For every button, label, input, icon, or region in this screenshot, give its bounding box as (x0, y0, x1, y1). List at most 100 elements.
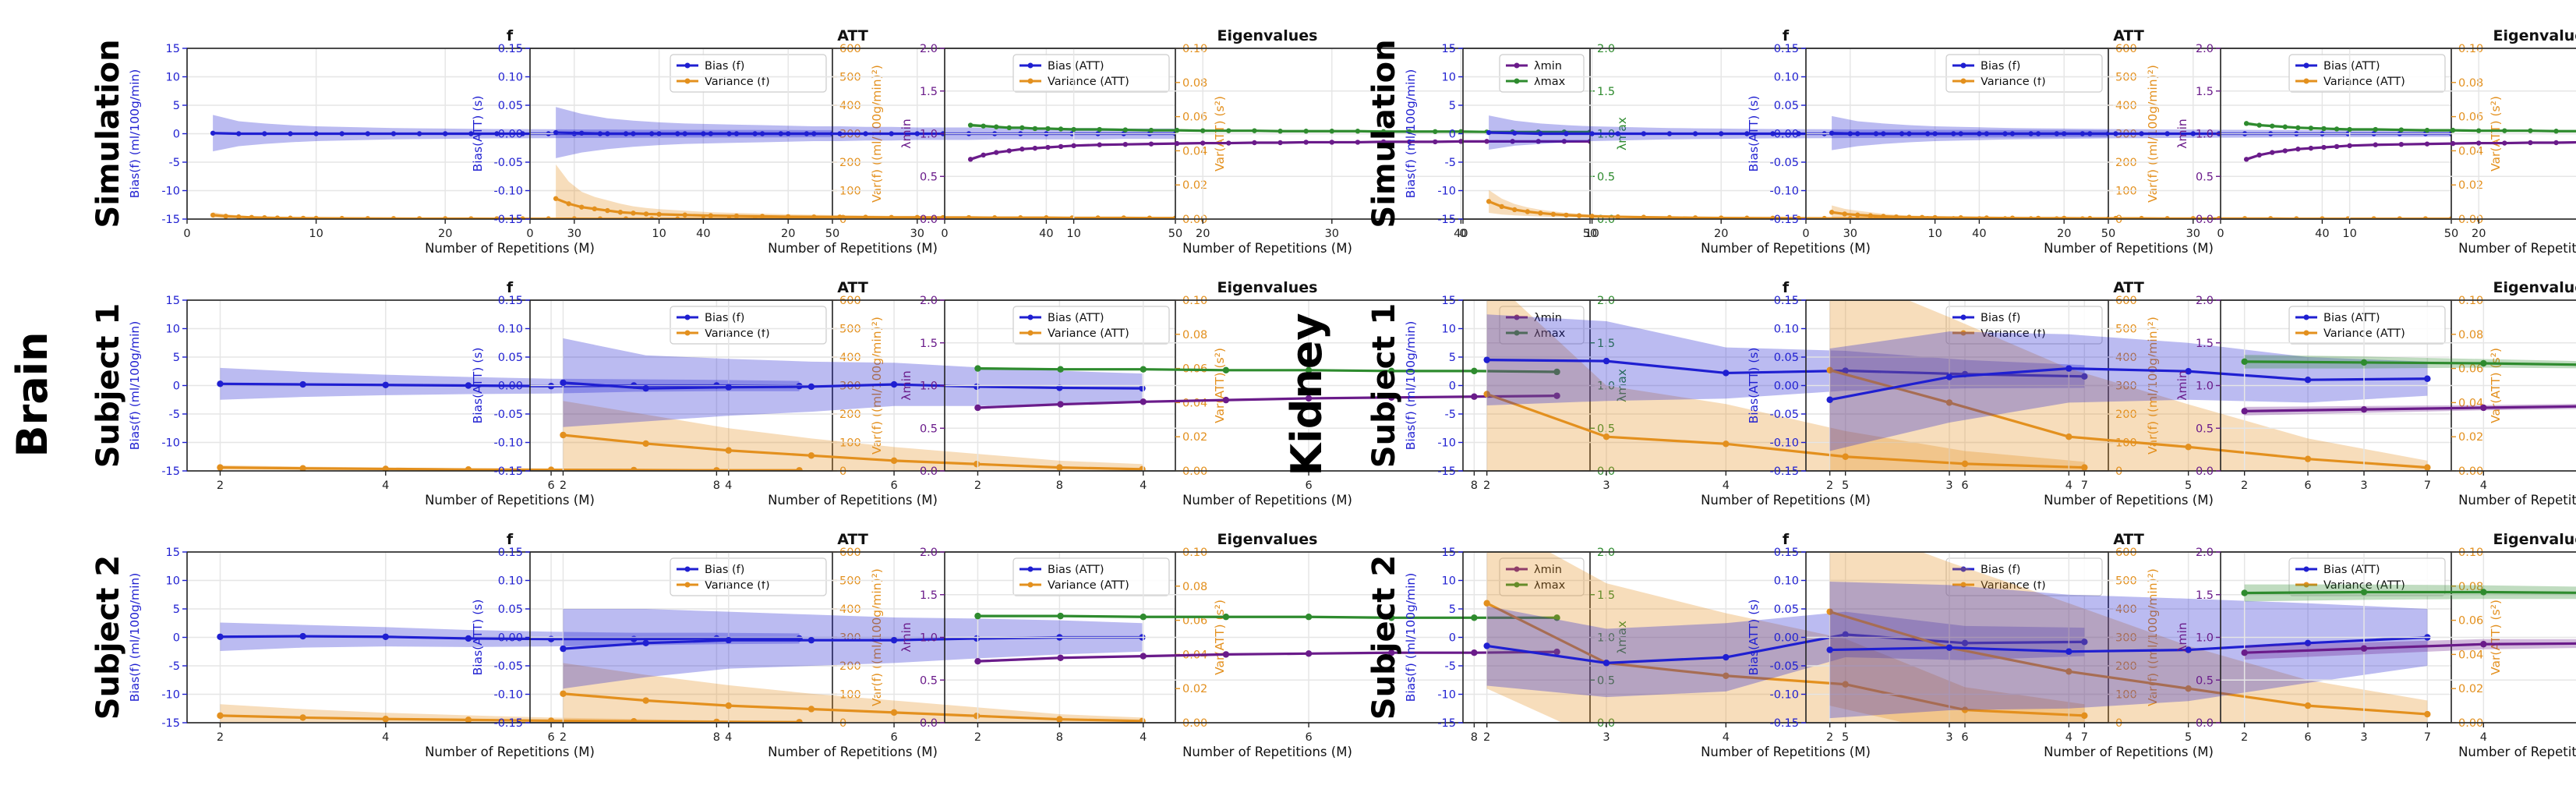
y-left-tick-label: -0.05 (1769, 660, 1799, 673)
lambda-max-point (1388, 367, 1395, 375)
x-tick-label: 6 (2304, 479, 2311, 492)
legend-entry: Variance (ATT) (1048, 76, 1129, 88)
y-left-tick-label: -5 (169, 409, 180, 421)
y-left-tick-label: 5 (173, 352, 180, 364)
lambda-min-line (977, 394, 1557, 409)
y-right-tick-label: 500 (839, 72, 861, 84)
variance-point (648, 216, 655, 219)
y-left-tick-label: 0.5 (2196, 423, 2214, 435)
bias-point (1056, 384, 1063, 391)
variance-point (300, 215, 306, 219)
lambda-max-point (1032, 126, 1038, 132)
variance-confidence-band (1829, 300, 2428, 471)
legend-box (1012, 54, 1170, 93)
variance-point (2062, 215, 2067, 219)
x-tick-label: 2 (1826, 479, 1833, 492)
lambda-min-point (1535, 139, 1541, 144)
y-right-tick-label: 0.00 (1182, 717, 1207, 730)
x-tick-label: 2 (560, 479, 567, 492)
bias-point (390, 131, 397, 136)
lambda-min-point (1226, 140, 1231, 146)
x-tick-label: 30 (1325, 228, 1339, 240)
bias-point (2164, 131, 2170, 136)
y-right-tick-label: 2.0 (1597, 43, 1615, 55)
panel-title: Eigenvalues (1217, 27, 1318, 44)
lambda-max-point (2256, 122, 2262, 128)
bias-point (1589, 131, 1595, 136)
bias-point (631, 131, 636, 136)
lambda-max-line (2244, 590, 2576, 595)
lambda-min-point (1058, 143, 1064, 150)
bias-point (217, 380, 224, 387)
row-label: Subject 2 (1366, 555, 1402, 720)
bias-point (217, 633, 224, 640)
bias-point (890, 636, 898, 644)
bias-point (299, 632, 306, 640)
variance-point (1719, 215, 1724, 219)
y-left-tick-label: -5 (169, 660, 180, 673)
legend-swatch-marker (1960, 78, 1966, 84)
y-right-tick-label: 0 (2115, 465, 2122, 478)
y-right-tick-label: 0.06 (2458, 111, 2483, 124)
y-left-tick-label: -0.15 (1769, 465, 1799, 478)
y-left-tick-label: 1.0 (920, 129, 938, 141)
variance-point (2267, 216, 2274, 219)
y-right-tick-label: 600 (2115, 295, 2137, 307)
y-right-tick-label: 0.02 (1182, 179, 1207, 192)
variance-point (1615, 214, 1620, 219)
variance-point (365, 216, 371, 219)
y-right-tick-label: 0 (839, 717, 846, 730)
bias-point (468, 131, 474, 136)
x-tick-label: 40 (1972, 228, 1986, 240)
legend-swatch-marker (1514, 78, 1520, 84)
lambda-min-point (2373, 142, 2378, 147)
x-tick-label: 3 (1945, 731, 1952, 744)
x-tick-label: 6 (1961, 479, 1968, 492)
y-left-tick-label: 0.0 (920, 214, 938, 226)
x-tick-label: 6 (2304, 731, 2311, 744)
x-axis-label: Number of Repetitions (M) (2044, 745, 2214, 759)
panel-title: f (1783, 279, 1790, 296)
x-tick-label: 0 (2217, 228, 2224, 240)
lambda-max-point (981, 123, 986, 129)
x-tick-label: 8 (713, 731, 720, 744)
variance-line (220, 714, 800, 723)
lambda-min-point (1277, 140, 1283, 146)
x-tick-label: 10 (652, 228, 666, 240)
y-left-tick-label: 0.00 (498, 632, 523, 645)
variance-point (2397, 216, 2402, 219)
lambda-max-point (1148, 127, 1154, 133)
y-right-tick-label: 0.04 (2458, 397, 2483, 409)
y-right-tick-label: 200 (2115, 409, 2137, 421)
y-right-tick-label: 0.04 (2458, 649, 2483, 661)
lambda-min-point (1057, 401, 1064, 408)
lambda-max-point (1303, 129, 1309, 134)
y-left-tick-label: -15 (161, 465, 180, 478)
lambda-max-point (2241, 358, 2248, 366)
variance-point (1692, 215, 1698, 219)
variance-point (443, 216, 448, 219)
legend-entry: λmin (1534, 564, 1562, 576)
variance-point (974, 461, 981, 468)
legend-entry: λmin (1534, 60, 1562, 73)
x-tick-label: 7 (2081, 479, 2088, 492)
legend-box (1945, 306, 2103, 345)
lambda-min-point (2308, 145, 2314, 151)
bias-point (1796, 131, 1801, 136)
bias-point (1512, 130, 1518, 136)
y-right-tick-label: 0.04 (1182, 397, 1207, 409)
lambda-min-point (2334, 143, 2340, 150)
lambda-min-point (1329, 140, 1335, 145)
panel-1-0-2: 010203040500.00.51.01.52.00.00.51.01.52.… (2175, 27, 2576, 256)
bias-confidence-band (1486, 314, 2085, 406)
lambda-max-point (1222, 366, 1230, 373)
variance-point (560, 690, 567, 697)
y-right-tick-label: 200 (839, 157, 861, 169)
legend-entry: Variance (f) (1981, 76, 2046, 88)
legend: λmin λmax (1499, 306, 1585, 345)
bias-point (210, 130, 216, 136)
lambda-min-point (1433, 139, 1438, 145)
x-tick-label: 4 (2065, 731, 2072, 744)
variance-line (1829, 610, 2428, 716)
